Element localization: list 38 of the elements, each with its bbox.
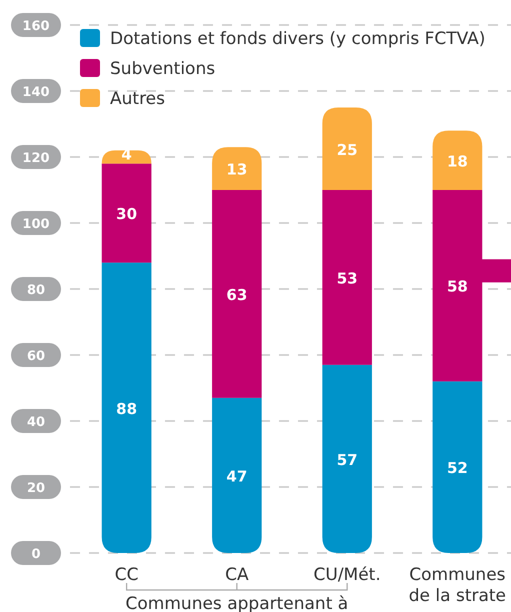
- data-label: 52: [446, 459, 468, 478]
- legend-label: Autres: [110, 89, 166, 109]
- data-label: 25: [336, 140, 358, 159]
- y-tick-label: 40: [26, 415, 46, 430]
- x-tick-label: CC: [114, 565, 138, 585]
- bar: [322, 364, 372, 553]
- legend-label: Subventions: [110, 59, 216, 79]
- bar: [322, 108, 372, 190]
- bar: [432, 190, 482, 382]
- y-tick-label: 20: [26, 481, 46, 496]
- y-tick-label: 140: [22, 85, 50, 100]
- data-label: 88: [116, 400, 138, 418]
- bar: [432, 381, 482, 553]
- data-label: 18: [446, 152, 468, 170]
- data-label: 13: [226, 160, 248, 179]
- data-label: 30: [116, 205, 138, 224]
- bar: [432, 130, 482, 190]
- data-label: 58: [446, 278, 468, 296]
- x-tick-label: Communes de la strate: [408, 565, 506, 606]
- bar: [212, 147, 262, 190]
- y-tick-label: 120: [22, 151, 50, 166]
- data-label: 53: [336, 269, 358, 288]
- y-tick-label: 80: [26, 283, 46, 298]
- bar: [102, 262, 152, 553]
- y-tick-label: 60: [26, 349, 46, 364]
- x-tick-label: CU/Mét.: [314, 565, 381, 585]
- y-tick-label: 0: [31, 547, 41, 562]
- data-label: 63: [226, 286, 248, 304]
- bar: [102, 164, 152, 263]
- data-label: 47: [226, 467, 248, 486]
- bar: [322, 190, 372, 365]
- x-tick-label: CA: [225, 565, 249, 585]
- y-tick-label: 100: [22, 217, 50, 232]
- y-tick-label: 160: [22, 19, 50, 34]
- bar: [212, 190, 262, 398]
- bar: [212, 398, 262, 553]
- data-label: 57: [336, 450, 358, 469]
- legend-label: Dotations et fonds divers (y compris FCTVA): [110, 29, 486, 49]
